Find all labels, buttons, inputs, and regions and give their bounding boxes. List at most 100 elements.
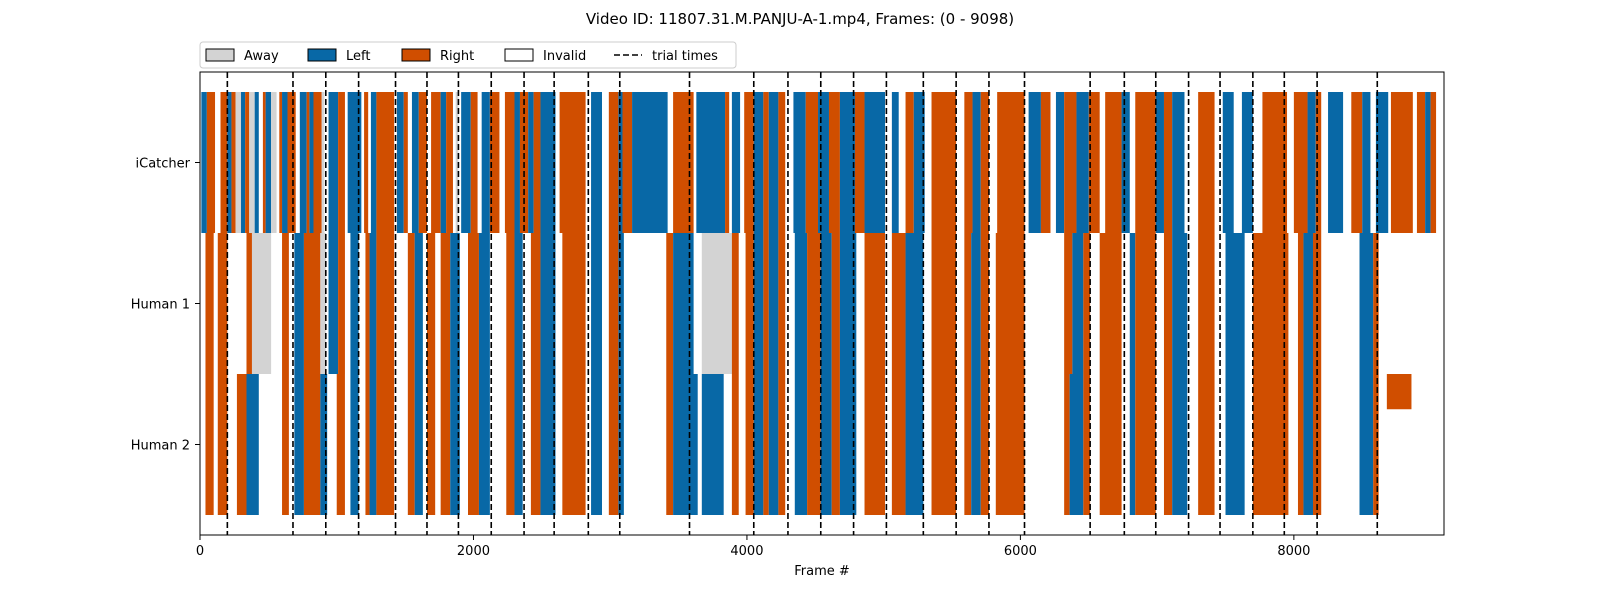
segment-icatcher-64 <box>591 92 602 233</box>
segment-icatcher-78 <box>744 92 754 233</box>
legend: Away Left Right Invalid trial times <box>199 41 737 69</box>
segment-human-2-44 <box>618 374 624 515</box>
segment-icatcher-62 <box>559 92 586 233</box>
segment-icatcher-133 <box>1328 92 1344 233</box>
segment-human-2-18 <box>365 374 370 515</box>
segment-human-2-41 <box>591 374 602 515</box>
segment-icatcher-59 <box>533 92 541 233</box>
segment-human-2-6 <box>246 374 259 515</box>
segment-human-2-11 <box>303 374 321 515</box>
segment-human-2-3 <box>217 374 228 515</box>
segment-icatcher-44 <box>440 92 447 233</box>
segment-human-2-43 <box>608 374 619 515</box>
segment-human-2-60 <box>807 374 821 515</box>
segment-human-1-37 <box>540 233 556 374</box>
segment-icatcher-21 <box>299 92 307 233</box>
segment-human-1-66 <box>891 233 906 374</box>
segment-human-1-100 <box>1373 233 1379 374</box>
segment-icatcher-99 <box>964 92 973 233</box>
segment-human-1-46 <box>666 233 674 374</box>
segment-human-1-0 <box>205 233 214 374</box>
segment-human-2-85 <box>1135 374 1156 515</box>
segment-icatcher-69 <box>632 92 668 233</box>
legend-label-away: Away <box>244 49 279 64</box>
segment-human-1-47 <box>673 233 694 374</box>
segment-human-2-51 <box>731 374 739 515</box>
legend-swatch-left <box>307 48 337 62</box>
segment-human-1-52 <box>745 233 754 374</box>
segment-human-2-31 <box>478 374 490 515</box>
segment-human-1-77 <box>1064 233 1073 374</box>
segment-icatcher-101 <box>980 92 989 233</box>
segment-human-1-2 <box>217 233 228 374</box>
segment-icatcher-90 <box>864 92 886 233</box>
trial-lines-layer <box>226 72 1379 535</box>
segment-human-1-53 <box>753 233 764 374</box>
segment-icatcher-130 <box>1307 92 1316 233</box>
segment-human-2-1 <box>205 374 214 515</box>
segment-icatcher-13 <box>262 92 266 233</box>
segment-icatcher-37 <box>396 92 404 233</box>
segment-icatcher-49 <box>461 92 471 233</box>
segment-human-1-30 <box>468 233 479 374</box>
segment-human-1-33 <box>506 233 515 374</box>
segment-human-2-87 <box>1163 374 1173 515</box>
segment-human-1-69 <box>931 233 957 374</box>
segment-human-1-64 <box>864 233 886 374</box>
y-tick-label-0: iCatcher <box>136 157 191 172</box>
segment-icatcher-81 <box>768 92 779 233</box>
segment-human-1-44 <box>618 233 624 374</box>
segment-icatcher-82 <box>778 92 786 233</box>
segment-human-2-100 <box>1359 374 1374 515</box>
segment-icatcher-89 <box>854 92 865 233</box>
segment-human-2-36 <box>530 374 541 515</box>
segment-icatcher-1 <box>201 92 207 233</box>
segment-human-2-22 <box>407 374 415 515</box>
segment-human-1-99 <box>1359 233 1374 374</box>
segment-human-2-28 <box>450 374 460 515</box>
segment-human-2-82 <box>1099 374 1122 515</box>
segment-human-1-54 <box>763 233 769 374</box>
segment-icatcher-109 <box>1064 92 1077 233</box>
segment-human-2-25 <box>426 374 436 515</box>
segment-human-2-96 <box>1297 374 1304 515</box>
segment-icatcher-6 <box>231 92 236 233</box>
segment-icatcher-45 <box>446 92 453 233</box>
segment-icatcher-7 <box>235 92 242 233</box>
x-tick-label-1: 2000 <box>457 544 490 559</box>
segment-human-2-34 <box>514 374 523 515</box>
segment-human-1-14 <box>338 233 345 374</box>
segment-icatcher-123 <box>1222 92 1234 233</box>
segment-human-2-67 <box>891 374 906 515</box>
segment-human-1-7 <box>282 233 289 374</box>
segment-human-2-73 <box>971 374 981 515</box>
segment-human-2-72 <box>964 374 972 515</box>
segment-human-1-5 <box>251 233 272 374</box>
segment-human-2-39 <box>562 374 586 515</box>
segment-icatcher-73 <box>696 92 726 233</box>
x-axis: 0 2000 4000 6000 8000 <box>196 535 1310 559</box>
segment-icatcher-55 <box>504 92 515 233</box>
legend-label-left: Left <box>346 49 370 64</box>
segment-human-2-74 <box>980 374 989 515</box>
segment-icatcher-143 <box>1425 92 1431 233</box>
segment-icatcher-40 <box>411 92 419 233</box>
segment-icatcher-100 <box>972 92 981 233</box>
segment-human-1-41 <box>591 233 602 374</box>
segment-icatcher-11 <box>254 92 259 233</box>
segment-icatcher-66 <box>608 92 619 233</box>
segment-icatcher-32 <box>364 92 369 233</box>
segment-human-1-81 <box>1099 233 1122 374</box>
segment-icatcher-74 <box>725 92 730 233</box>
segment-icatcher-25 <box>321 92 325 233</box>
segment-icatcher-94 <box>905 92 914 233</box>
segment-icatcher-68 <box>622 92 633 233</box>
segment-icatcher-114 <box>1121 92 1130 233</box>
segment-icatcher-76 <box>731 92 741 233</box>
segment-icatcher-117 <box>1155 92 1164 233</box>
segment-human-1-83 <box>1129 233 1136 374</box>
segment-icatcher-9 <box>245 92 250 233</box>
segment-icatcher-80 <box>763 92 769 233</box>
segment-human-1-13 <box>328 233 339 374</box>
segment-human-2-5 <box>236 374 247 515</box>
